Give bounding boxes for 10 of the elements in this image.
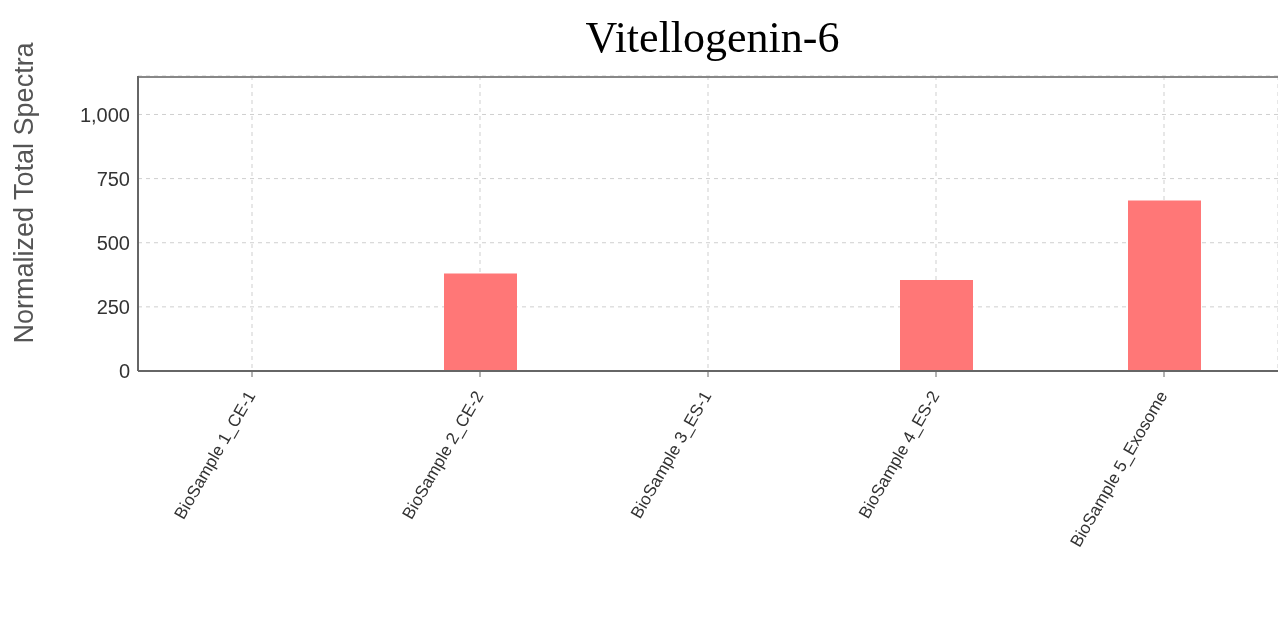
bar	[444, 273, 517, 371]
y-axis-title: Normalized Total Spectra	[8, 41, 39, 344]
y-tick-label: 0	[118, 360, 130, 383]
bar	[900, 279, 973, 371]
y-tick-label: 1,000	[79, 103, 130, 126]
bar	[1128, 200, 1201, 371]
chart-title: Vitellogenin-6	[584, 12, 841, 63]
y-tick-label: 250	[96, 295, 130, 318]
y-tick-label: 500	[96, 231, 130, 254]
y-tick-label: 750	[96, 167, 130, 190]
